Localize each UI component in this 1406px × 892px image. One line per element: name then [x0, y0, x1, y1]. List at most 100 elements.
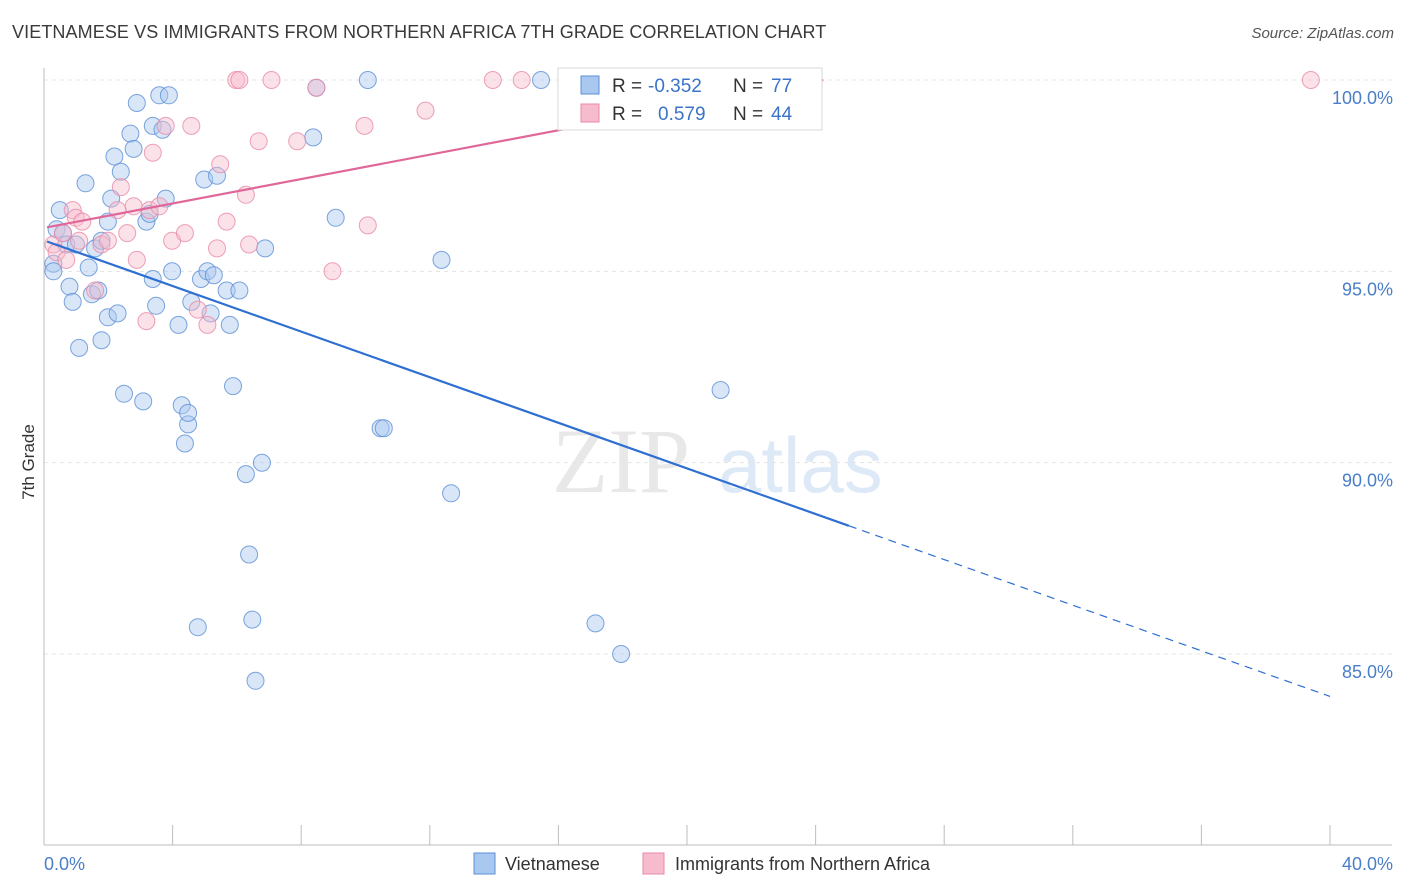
point-blue-24	[121, 124, 140, 143]
point-pink-12	[111, 178, 130, 197]
point-blue-72	[711, 381, 730, 399]
legend-label-immigrants: Immigrants from Northern Africa	[675, 854, 931, 874]
tick-labels: 100.0% 95.0% 90.0% 85.0% 0.0% 40.0%	[44, 88, 1393, 874]
point-blue-57	[243, 610, 262, 629]
y-tick-label-95: 95.0%	[1342, 279, 1393, 299]
stats-n-label-blue: N =	[733, 76, 763, 97]
point-blue-52	[220, 315, 239, 334]
point-pink-18	[143, 143, 162, 162]
stats-r-value-blue: -0.352	[648, 76, 702, 97]
point-blue-71	[612, 645, 631, 663]
point-blue-69	[532, 71, 550, 89]
point-blue-56	[240, 545, 259, 564]
point-pink-40	[416, 101, 435, 120]
point-blue-15	[92, 231, 111, 250]
point-blue-70	[586, 614, 605, 633]
point-blue-54	[230, 281, 249, 300]
legend-swatch-vietnamese	[473, 852, 496, 875]
point-blue-63	[326, 208, 345, 227]
point-blue-27	[134, 392, 153, 411]
point-blue-61	[304, 128, 323, 147]
point-blue-33	[150, 86, 169, 105]
legend-label-vietnamese: Vietnamese	[505, 854, 600, 874]
point-pink-42	[512, 71, 531, 89]
y-tick-label-100: 100.0%	[1332, 88, 1393, 108]
stats-r-value-pink: 0.579	[658, 104, 706, 125]
point-blue-1	[44, 262, 63, 281]
point-blue-25	[124, 139, 143, 158]
point-blue-58	[246, 671, 265, 690]
point-blue-11	[79, 258, 98, 277]
point-pink-26	[208, 239, 226, 258]
point-pink-35	[288, 132, 307, 151]
point-blue-7	[63, 292, 82, 311]
point-pink-39	[358, 216, 377, 235]
point-blue-32	[147, 296, 166, 315]
x-tick-label-40: 40.0%	[1342, 854, 1393, 874]
source-credit: Source: ZipAtlas.com	[1251, 25, 1394, 42]
point-blue-20	[105, 147, 124, 166]
point-pink-28	[217, 212, 236, 231]
point-blue-42	[179, 403, 198, 422]
point-blue-50	[208, 166, 226, 185]
point-blue-36	[159, 86, 178, 105]
trend-line-blue	[46, 240, 850, 527]
point-pink-2	[54, 224, 72, 243]
point-blue-53	[224, 377, 242, 396]
stats-n-value-blue: 77	[771, 76, 792, 97]
point-pink-30	[230, 71, 249, 89]
point-pink-24	[188, 300, 207, 319]
point-pink-3	[57, 250, 76, 269]
point-pink-38	[355, 116, 374, 135]
stats-legend-swatch-pink	[580, 103, 600, 123]
point-pink-41	[483, 71, 502, 89]
point-blue-60	[256, 239, 275, 258]
point-blue-44	[188, 618, 207, 637]
point-blue-31	[143, 116, 162, 135]
stats-legend: R = -0.352 N = 77 R = 0.579 N = 44	[557, 67, 823, 131]
point-blue-37	[163, 262, 182, 281]
point-blue-67	[432, 250, 451, 269]
series-vietnamese	[44, 71, 813, 690]
bottom-legend: Vietnamese Immigrants from Northern Afri…	[473, 852, 931, 875]
point-blue-21	[108, 304, 127, 323]
point-pink-43	[1301, 71, 1320, 89]
point-blue-10	[76, 174, 95, 193]
stats-n-label-pink: N =	[733, 104, 763, 125]
watermark-atlas: atlas	[718, 421, 883, 509]
point-blue-18	[98, 308, 117, 327]
point-pink-10	[98, 231, 117, 250]
stats-n-value-pink: 44	[771, 104, 793, 125]
stats-legend-box	[557, 67, 823, 131]
chart-title: VIETNAMESE VS IMMIGRANTS FROM NORTHERN A…	[12, 22, 827, 42]
stats-legend-swatch-blue	[580, 75, 600, 95]
y-axis-label: 7th Grade	[19, 424, 38, 500]
point-pink-20	[156, 116, 175, 135]
x-tick-label-0: 0.0%	[44, 854, 85, 874]
point-pink-1	[47, 243, 66, 262]
point-pink-25	[198, 315, 217, 334]
point-pink-6	[70, 231, 89, 250]
point-pink-13	[118, 224, 137, 243]
point-pink-33	[249, 132, 268, 151]
point-blue-9	[70, 338, 89, 357]
point-blue-19	[102, 189, 121, 208]
point-blue-49	[204, 266, 223, 285]
point-pink-16	[137, 312, 156, 331]
point-blue-3	[50, 201, 69, 220]
point-pink-15	[127, 250, 146, 269]
y-tick-label-85: 85.0%	[1342, 662, 1393, 682]
legend-swatch-immigrants	[642, 852, 665, 875]
point-blue-40	[175, 434, 194, 453]
point-blue-35	[156, 189, 175, 208]
grid-lines	[44, 79, 1392, 655]
trend-line-extension-blue	[848, 525, 1331, 697]
point-blue-68	[442, 484, 461, 503]
point-blue-55	[236, 465, 255, 484]
point-pink-37	[323, 262, 342, 281]
stats-r-label-blue: R =	[612, 76, 642, 97]
point-blue-51	[217, 281, 236, 300]
point-blue-38	[169, 315, 188, 334]
point-blue-16	[92, 331, 111, 350]
